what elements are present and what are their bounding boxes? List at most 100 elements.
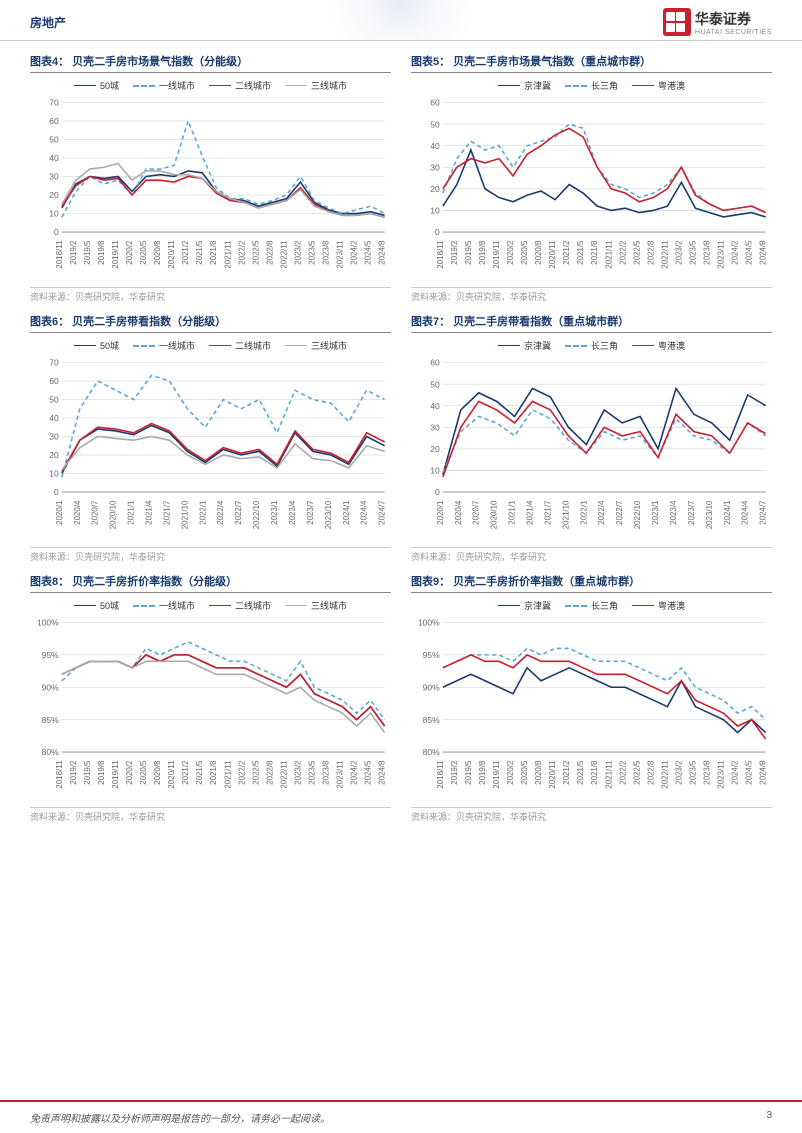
svg-text:2022/11: 2022/11 — [660, 760, 669, 789]
legend-label: 粤港澳 — [658, 79, 685, 92]
svg-text:2020/11: 2020/11 — [167, 760, 176, 789]
svg-text:2021/4: 2021/4 — [526, 500, 535, 525]
legend-label: 二线城市 — [235, 599, 271, 612]
svg-text:2021/7: 2021/7 — [162, 500, 171, 525]
chart-block: 图表6： 贝壳二手房带看指数（分能级）50城一线城市二线城市三线城市010203… — [30, 313, 391, 563]
svg-text:20: 20 — [430, 444, 440, 454]
svg-text:2018/11: 2018/11 — [55, 240, 64, 269]
svg-text:2019/11: 2019/11 — [492, 240, 501, 269]
legend-item: 京津冀 — [498, 339, 551, 352]
svg-text:2022/1: 2022/1 — [198, 500, 207, 525]
svg-text:2020/1: 2020/1 — [436, 500, 445, 525]
svg-text:2021/2: 2021/2 — [562, 760, 571, 785]
svg-text:2019/11: 2019/11 — [111, 240, 120, 269]
svg-text:2023/7: 2023/7 — [306, 500, 315, 525]
svg-text:2023/11: 2023/11 — [336, 760, 345, 789]
svg-text:2019/2: 2019/2 — [69, 240, 78, 265]
legend-item: 粤港澳 — [632, 339, 685, 352]
svg-text:2021/11: 2021/11 — [604, 760, 613, 789]
svg-text:2020/2: 2020/2 — [506, 760, 515, 785]
svg-text:50: 50 — [49, 395, 59, 405]
svg-text:2019/5: 2019/5 — [464, 240, 473, 265]
legend-item: 一线城市 — [133, 339, 195, 352]
legend-item: 三线城市 — [285, 339, 347, 352]
svg-text:2024/1: 2024/1 — [723, 500, 732, 525]
legend-label: 三线城市 — [311, 599, 347, 612]
svg-text:2022/10: 2022/10 — [633, 500, 642, 529]
svg-text:2024/8: 2024/8 — [378, 240, 387, 265]
svg-text:2023/5: 2023/5 — [688, 240, 697, 265]
svg-text:2023/1: 2023/1 — [651, 500, 660, 525]
svg-text:2023/8: 2023/8 — [321, 760, 330, 785]
svg-text:2024/5: 2024/5 — [745, 760, 754, 785]
svg-text:2021/11: 2021/11 — [223, 240, 232, 269]
svg-text:2021/11: 2021/11 — [604, 240, 613, 269]
legend-label: 三线城市 — [311, 339, 347, 352]
svg-text:2020/7: 2020/7 — [91, 500, 100, 525]
svg-text:2024/2: 2024/2 — [731, 760, 740, 785]
svg-text:2022/10: 2022/10 — [252, 500, 261, 529]
svg-text:2020/10: 2020/10 — [490, 500, 499, 529]
svg-text:10: 10 — [49, 469, 59, 479]
chart-block: 图表5： 贝壳二手房市场景气指数（重点城市群）京津冀长三角粤港澳01020304… — [411, 53, 772, 303]
legend-label: 二线城市 — [235, 339, 271, 352]
svg-text:2022/2: 2022/2 — [237, 760, 246, 785]
chart-plot: 80%85%90%95%100%2018/112019/22019/52019/… — [30, 614, 391, 805]
svg-text:2023/2: 2023/2 — [674, 760, 683, 785]
svg-text:2019/5: 2019/5 — [83, 240, 92, 265]
chart-legend: 50城 一线城市 二线城市 三线城市 — [30, 595, 391, 614]
svg-text:40: 40 — [430, 141, 440, 151]
svg-text:2020/5: 2020/5 — [139, 240, 148, 265]
legend-item: 50城 — [74, 599, 119, 612]
svg-text:90%: 90% — [423, 683, 440, 693]
svg-text:2023/11: 2023/11 — [717, 240, 726, 269]
svg-text:2022/11: 2022/11 — [279, 760, 288, 789]
legend-label: 50城 — [100, 79, 119, 92]
svg-text:2024/5: 2024/5 — [364, 240, 373, 265]
svg-text:95%: 95% — [42, 650, 59, 660]
svg-text:2023/8: 2023/8 — [702, 240, 711, 265]
svg-text:2022/11: 2022/11 — [660, 240, 669, 269]
svg-text:90%: 90% — [42, 683, 59, 693]
legend-label: 三线城市 — [311, 79, 347, 92]
svg-text:2021/1: 2021/1 — [508, 500, 517, 525]
chart-title: 图表9： 贝壳二手房折价率指数（重点城市群） — [411, 573, 772, 593]
logo-subtext: HUATAI SECURITIES — [695, 29, 772, 36]
svg-text:2021/10: 2021/10 — [180, 500, 189, 529]
svg-text:2024/7: 2024/7 — [759, 500, 768, 525]
chart-block: 图表4： 贝壳二手房市场景气指数（分能级）50城一线城市二线城市三线城市0102… — [30, 53, 391, 303]
svg-text:0: 0 — [435, 227, 440, 237]
legend-item: 长三角 — [565, 79, 618, 92]
svg-text:2021/7: 2021/7 — [543, 500, 552, 525]
svg-text:2022/8: 2022/8 — [265, 760, 274, 785]
svg-text:85%: 85% — [42, 715, 59, 725]
svg-text:2023/10: 2023/10 — [324, 500, 333, 529]
legend-item: 一线城市 — [133, 599, 195, 612]
svg-text:2019/2: 2019/2 — [69, 760, 78, 785]
chart-plot: 01020304050602018/112019/22019/52019/820… — [411, 94, 772, 285]
svg-text:30: 30 — [49, 432, 59, 442]
svg-text:40: 40 — [430, 401, 440, 411]
svg-text:2023/5: 2023/5 — [307, 760, 316, 785]
section-title: 房地产 — [30, 14, 66, 31]
chart-title: 图表5： 贝壳二手房市场景气指数（重点城市群） — [411, 53, 772, 73]
svg-text:2020/8: 2020/8 — [153, 240, 162, 265]
legend-label: 长三角 — [591, 599, 618, 612]
svg-text:2021/8: 2021/8 — [209, 240, 218, 265]
legend-item: 50城 — [74, 79, 119, 92]
svg-text:2021/8: 2021/8 — [590, 240, 599, 265]
legend-item: 长三角 — [565, 599, 618, 612]
chart-source: 资料来源：贝壳研究院，华泰研究 — [411, 547, 772, 563]
legend-item: 二线城市 — [209, 339, 271, 352]
legend-label: 长三角 — [591, 339, 618, 352]
svg-text:2024/2: 2024/2 — [731, 240, 740, 265]
svg-text:70: 70 — [49, 98, 59, 108]
chart-source: 资料来源：贝壳研究院，华泰研究 — [411, 807, 772, 823]
svg-text:2024/1: 2024/1 — [342, 500, 351, 525]
svg-text:2022/5: 2022/5 — [632, 760, 641, 785]
svg-text:20: 20 — [49, 190, 59, 200]
svg-text:2022/8: 2022/8 — [646, 240, 655, 265]
svg-text:2023/8: 2023/8 — [321, 240, 330, 265]
svg-text:80%: 80% — [423, 747, 440, 757]
svg-text:60: 60 — [49, 116, 59, 126]
